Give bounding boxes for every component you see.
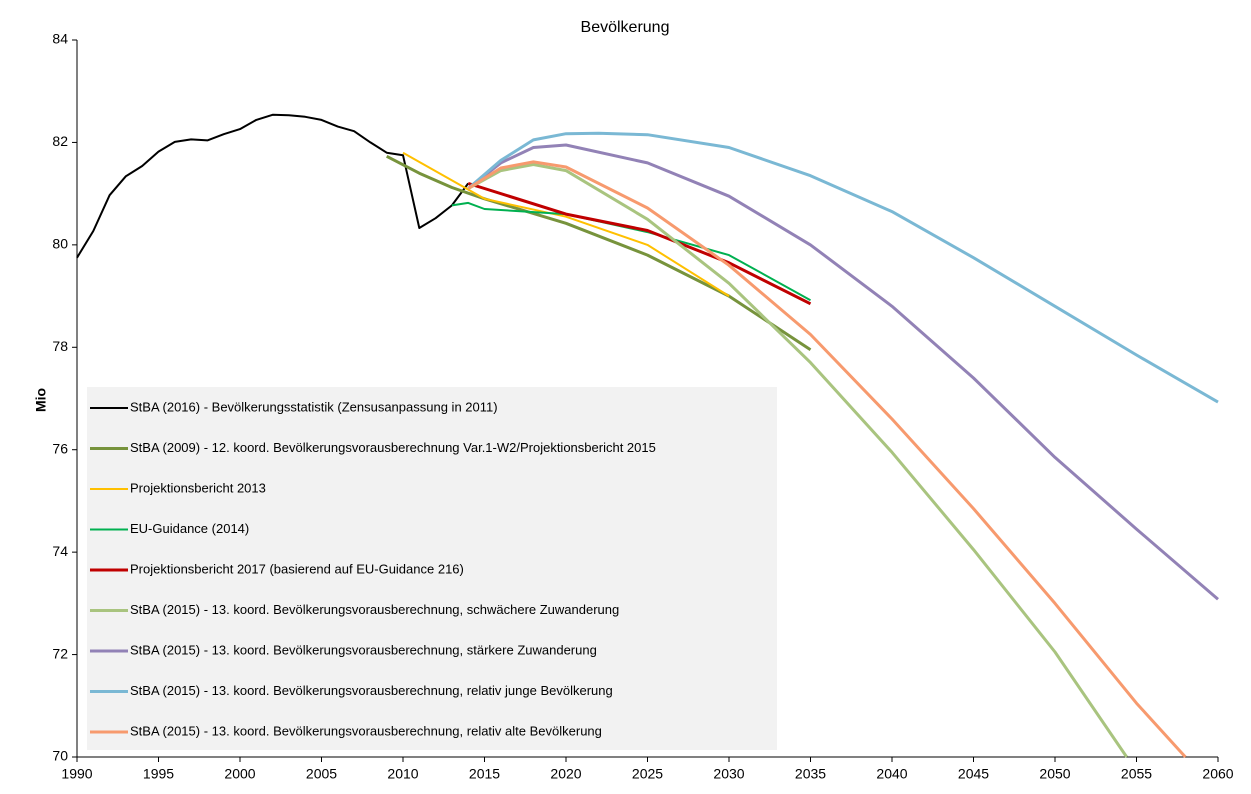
legend-label: StBA (2016) - Bevölkerungsstatistik (Zen… <box>130 399 498 414</box>
y-axis-label: Mio <box>33 388 49 412</box>
data-line <box>467 181 812 306</box>
data-line <box>451 201 811 302</box>
legend-label: StBA (2015) - 13. koord. Bevölkerungsvor… <box>130 683 613 698</box>
data-line <box>467 143 1219 601</box>
legend-label: StBA (2015) - 13. koord. Bevölkerungsvor… <box>130 723 602 738</box>
legend-label: StBA (2015) - 13. koord. Bevölkerungsvor… <box>130 602 619 617</box>
x-tick-label: 2030 <box>713 766 744 782</box>
x-tick-label: 2055 <box>1121 766 1152 782</box>
data-line <box>76 113 470 259</box>
x-tick-label: 2060 <box>1202 766 1233 782</box>
y-tick-label: 80 <box>52 236 68 252</box>
data-line <box>386 154 812 352</box>
y-tick-label: 74 <box>52 543 68 559</box>
x-tick-label: 2000 <box>224 766 255 782</box>
x-tick-label: 2040 <box>876 766 907 782</box>
legend-label: StBA (2009) - 12. koord. Bevölkerungsvor… <box>130 440 656 455</box>
y-tick-label: 84 <box>52 31 68 47</box>
y-tick-label: 82 <box>52 133 68 149</box>
x-tick-label: 2010 <box>387 766 418 782</box>
x-tick-label: 2045 <box>958 766 989 782</box>
x-tick-label: 2035 <box>795 766 826 782</box>
y-tick-label: 72 <box>52 645 68 661</box>
data-line <box>467 163 1128 758</box>
x-tick-label: 2025 <box>632 766 663 782</box>
x-tick-label: 1995 <box>143 766 174 782</box>
x-tick-label: 2015 <box>469 766 500 782</box>
legend-box <box>87 387 777 750</box>
data-line <box>402 151 730 297</box>
y-tick-label: 78 <box>52 338 68 354</box>
legend-label: Projektionsbericht 2017 (basierend auf E… <box>130 561 464 576</box>
x-tick-label: 2020 <box>550 766 581 782</box>
y-tick-label: 76 <box>52 440 68 456</box>
chart-title: Bevölkerung <box>581 19 670 36</box>
data-line <box>467 131 1219 404</box>
x-tick-label: 2050 <box>1039 766 1070 782</box>
x-tick-label: 2005 <box>306 766 337 782</box>
legend-label: StBA (2015) - 13. koord. Bevölkerungsvor… <box>130 642 597 657</box>
data-line <box>467 160 1187 759</box>
x-tick-label: 1990 <box>61 766 92 782</box>
legend-label: Projektionsbericht 2013 <box>130 480 266 495</box>
legend-label: EU-Guidance (2014) <box>130 521 249 536</box>
y-tick-label: 70 <box>52 748 68 764</box>
